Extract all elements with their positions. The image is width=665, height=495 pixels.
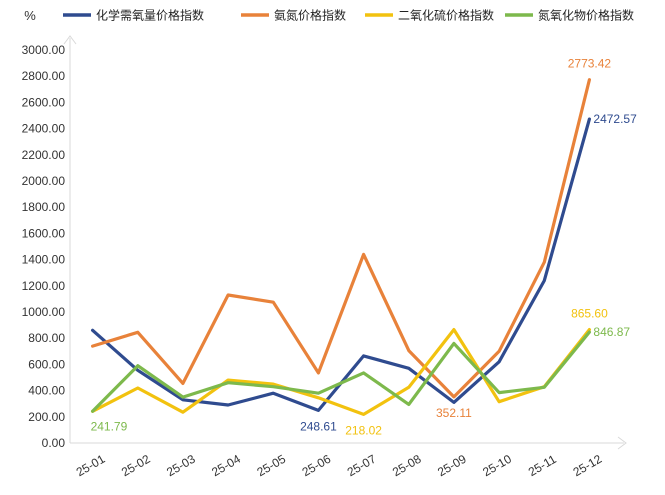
y-axis-unit-label: % [24,8,36,23]
y-tick-label: 1800.00 [22,200,66,214]
x-tick-label: 25-12 [571,452,605,480]
data-label: 2773.42 [568,57,612,71]
y-tick-label: 2200.00 [22,148,66,162]
data-label: 846.87 [593,325,630,339]
y-tick-label: 1600.00 [22,226,66,240]
data-label: 241.79 [91,419,128,433]
y-tick-label: 1400.00 [22,253,66,267]
series-line-3 [90,328,592,416]
y-tick-label: 1200.00 [22,279,66,293]
x-tick-label: 25-04 [209,452,243,480]
y-tick-label: 600.00 [28,357,65,371]
y-tick-label: 2000.00 [22,174,66,188]
x-tick-label: 25-10 [480,452,514,480]
y-tick-label: 3000.00 [22,43,66,57]
y-tick-label: 2800.00 [22,69,66,83]
legend-label: 二氧化硫价格指数 [398,8,494,23]
legend: 化学需氧量价格指数 氨氮价格指数 二氧化硫价格指数 氮氧化物价格指数 [63,8,634,23]
x-axis: 25-01 25-02 25-03 25-04 25-05 25-06 25-07 25-08… [74,452,605,480]
y-tick-label: 800.00 [28,331,65,345]
x-tick-label: 25-08 [390,452,424,480]
x-tick-label: 25-03 [164,452,198,480]
legend-label: 化学需氧量价格指数 [96,8,204,23]
series-line-4 [90,330,592,413]
x-tick-label: 25-07 [345,452,379,480]
data-labels: 248.61 2472.57 352.11 2773.42 218.02 865.60 24… [91,57,638,438]
x-tick-label: 25-11 [526,452,559,479]
data-label: 218.02 [345,423,382,437]
data-label: 352.11 [436,406,472,420]
axes [63,35,627,450]
x-axis-arrow [617,436,627,450]
x-tick-label: 25-02 [119,452,153,480]
x-tick-label: 25-05 [254,452,288,480]
x-tick-label: 25-06 [300,452,334,480]
legend-label: 氨氮价格指数 [274,8,346,23]
y-tick-label: 0.00 [42,436,66,450]
data-label: 248.61 [300,419,337,433]
y-axis: 0.00 200.00 400.00 600.00 800.00 1000.00 1200.… [22,43,66,450]
legend-label: 氮氧化物价格指数 [538,8,634,23]
data-label: 2472.57 [593,112,637,126]
data-label: 865.60 [571,307,608,321]
y-tick-label: 400.00 [28,384,65,398]
y-tick-label: 200.00 [28,410,65,424]
y-axis-arrow [63,35,77,45]
x-tick-label: 25-09 [435,452,469,480]
series-lines [90,78,592,416]
series-line-2 [90,78,592,399]
y-tick-label: 2400.00 [22,122,66,136]
y-tick-label: 1000.00 [22,305,66,319]
x-tick-label: 25-01 [74,452,108,480]
y-tick-label: 2600.00 [22,95,66,109]
